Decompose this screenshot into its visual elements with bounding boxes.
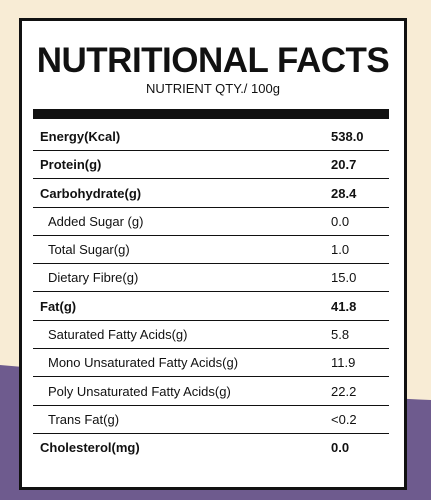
nutrient-row-carbohydrate: Carbohydrate(g) 28.4 [33, 181, 389, 208]
nutrient-label: Saturated Fatty Acids(g) [48, 327, 188, 343]
nutrient-label: Total Sugar(g) [48, 242, 130, 258]
nutrition-facts-panel: NUTRITIONAL FACTS NUTRIENT QTY./ 100g En… [19, 18, 407, 490]
nutrient-row-total-sugar: Total Sugar(g) 1.0 [33, 237, 389, 265]
nutrient-row-saturated-fat: Saturated Fatty Acids(g) 5.8 [33, 322, 389, 350]
nutrient-label: Mono Unsaturated Fatty Acids(g) [48, 355, 239, 371]
nutrient-row-poly-unsaturated-fat: Poly Unsaturated Fatty Acids(g) 22.2 [33, 379, 389, 406]
panel-title: NUTRITIONAL FACTS [36, 41, 390, 80]
thick-divider [33, 109, 389, 119]
nutrient-value: 41.8 [331, 298, 357, 314]
nutrient-row-trans-fat: Trans Fat(g) <0.2 [33, 407, 389, 434]
nutrient-row-dietary-fibre: Dietary Fibre(g) 15.0 [33, 265, 389, 293]
nutrient-label: Dietary Fibre(g) [48, 270, 139, 286]
nutrient-value: 28.4 [331, 185, 357, 201]
nutrient-label: Added Sugar (g) [48, 213, 144, 229]
nutrient-label: Energy(Kcal) [40, 129, 121, 144]
nutrient-value: 538.0 [331, 129, 364, 144]
nutrient-value: <0.2 [331, 411, 357, 427]
nutrient-row-mono-unsaturated-fat: Mono Unsaturated Fatty Acids(g) 11.9 [33, 350, 389, 378]
nutrient-row-fat: Fat(g) 41.8 [33, 294, 389, 321]
panel-subtitle: NUTRIENT QTY./ 100g [146, 81, 280, 96]
nutrient-label: Trans Fat(g) [48, 411, 120, 427]
nutrient-label: Fat(g) [40, 298, 77, 314]
nutrient-row-added-sugar: Added Sugar (g) 0.0 [33, 209, 389, 236]
nutrient-label: Carbohydrate(g) [40, 185, 142, 201]
nutrient-value: 20.7 [331, 157, 357, 173]
nutrient-value: 0.0 [331, 213, 350, 229]
nutrient-label: Protein(g) [40, 157, 102, 173]
nutrient-value: 5.8 [331, 327, 350, 343]
nutrient-row-cholesterol: Cholesterol(mg) 0.0 [33, 435, 389, 462]
nutrient-value: 11.9 [331, 355, 356, 371]
nutrient-row-protein: Protein(g) 20.7 [33, 152, 389, 180]
nutrient-table: Energy(Kcal) 538.0 Protein(g) 20.7 Carbo… [33, 124, 389, 462]
nutrient-value: 1.0 [331, 242, 350, 258]
nutrient-value: 15.0 [331, 270, 357, 286]
nutrient-row-energy: Energy(Kcal) 538.0 [33, 124, 389, 151]
nutrient-value: 0.0 [331, 440, 350, 456]
nutrient-label: Cholesterol(mg) [40, 440, 140, 456]
nutrient-label: Poly Unsaturated Fatty Acids(g) [48, 383, 231, 399]
nutrient-value: 22.2 [331, 383, 357, 399]
